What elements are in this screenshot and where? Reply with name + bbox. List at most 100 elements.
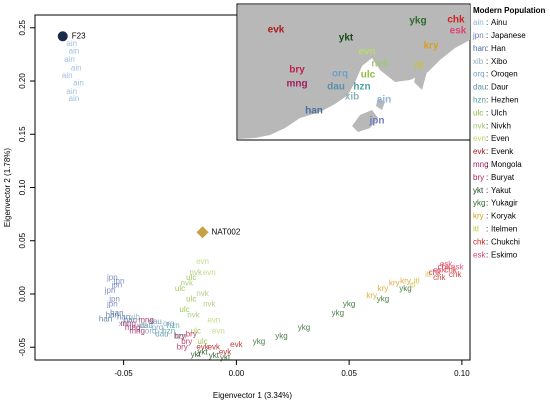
legend-name: Evenk (491, 147, 514, 156)
point-label: xib (130, 313, 141, 322)
point-label: evk (208, 342, 221, 351)
point-label: ain (64, 55, 75, 64)
y-tick-label: 0.05 (18, 232, 27, 248)
legend-sep: : (486, 31, 488, 40)
point-label: bry (181, 337, 192, 346)
point-label: evk (230, 340, 243, 349)
point-label: hzn (174, 332, 187, 341)
ancient-label: F23 (72, 31, 86, 40)
map-label: ykt (339, 33, 354, 44)
legend-sep: : (486, 199, 488, 208)
point-label: ykg (377, 294, 389, 303)
legend-name: Yakut (491, 186, 512, 195)
y-axis-label: Eigenvector 2 (1.78%) (3, 148, 12, 227)
legend-name: Nivkh (491, 121, 511, 130)
point-label: hzn (162, 326, 175, 335)
point-label: mng (129, 326, 145, 335)
point-label: bry (174, 332, 185, 341)
point-label: nvk (203, 300, 216, 309)
legend-code: kry (473, 212, 484, 221)
legend-sep: : (486, 160, 488, 169)
map-label: orq (332, 69, 348, 80)
map-label: mng (286, 79, 307, 90)
point-label: ulc (186, 294, 196, 303)
point-label: ulc (191, 326, 201, 335)
legend-name: Ulch (491, 108, 507, 117)
legend-code: xib (473, 57, 484, 66)
point-label: bry (177, 342, 188, 351)
legend-code: nvk (473, 121, 486, 130)
ancient-point (57, 31, 68, 42)
point-label: chk (449, 270, 462, 279)
point-label: itl (409, 281, 415, 290)
map-label: itl (415, 61, 424, 72)
legend-name: Buryat (491, 173, 515, 182)
map-label: dau (327, 82, 345, 93)
point-label: dau (155, 330, 168, 339)
point-label: esk (433, 266, 446, 275)
point-label: itl (425, 270, 431, 279)
y-tick-label: -0.05 (18, 338, 27, 357)
legend-name: Yukagir (491, 199, 518, 208)
map-label: chk (447, 15, 465, 26)
legend-sep: : (486, 108, 488, 117)
legend-title: Modern Population (473, 6, 546, 15)
map-label: kry (423, 41, 438, 52)
legend-code: evn (473, 134, 486, 143)
legend-code: ykg (473, 199, 485, 208)
point-label: nvk (187, 310, 200, 319)
point-label: chk (438, 262, 451, 271)
legend-code: dau (473, 83, 486, 92)
map-label: bry (289, 65, 305, 76)
point-label: mng (138, 316, 154, 325)
legend-code: ain (473, 18, 484, 27)
point-label: ykg (298, 323, 310, 332)
legend-sep: : (486, 225, 488, 234)
legend-name: Ainu (491, 18, 507, 27)
legend-sep: : (486, 121, 488, 130)
point-label: esk (440, 259, 453, 268)
point-label: ulc (175, 284, 185, 293)
point-label: xib (119, 319, 130, 328)
legend-name: Hezhen (491, 96, 519, 105)
legend-sep: : (486, 173, 488, 182)
point-label: kry (366, 291, 377, 300)
y-tick-label: 0.25 (18, 19, 27, 35)
point-label: ain (69, 94, 80, 103)
point-label: ain (69, 46, 80, 55)
legend-name: Eskimo (491, 250, 518, 259)
ancient-point (196, 226, 209, 239)
map-label: evk (268, 25, 285, 36)
point-label: orq (152, 323, 164, 332)
point-label: han (99, 315, 112, 324)
point-label: kry (400, 276, 411, 285)
point-label: jpn (106, 273, 118, 282)
legend-sep: : (486, 134, 488, 143)
point-label: orq (145, 326, 157, 335)
x-tick-label: 0.00 (229, 369, 245, 378)
legend-code: ulc (473, 108, 483, 117)
legend-name: Japanese (491, 31, 526, 40)
legend-sep: : (486, 83, 488, 92)
point-label: chk (433, 273, 446, 282)
x-tick-label: 0.05 (341, 369, 357, 378)
map-label: evn (358, 47, 375, 58)
legend-name: Daur (491, 83, 509, 92)
point-label: ulc (179, 305, 189, 314)
map-label: ulc (361, 70, 376, 81)
point-label: ykg (275, 332, 287, 341)
x-axis-label: Eigenvector 1 (3.34%) (213, 391, 292, 400)
legend-code: hzn (473, 96, 486, 105)
legend-code: orq (473, 70, 485, 79)
legend-code: jpn (472, 31, 484, 40)
legend-sep: : (486, 57, 488, 66)
point-label: chk (444, 266, 457, 275)
legend-name: Chukchi (491, 237, 520, 246)
legend-code: itl (473, 225, 479, 234)
map-label: xib (345, 92, 359, 103)
legend-name: Itelmen (491, 225, 517, 234)
point-label: evk (219, 348, 232, 357)
legend-name: Koryak (491, 212, 517, 221)
point-label: ain (71, 63, 82, 72)
